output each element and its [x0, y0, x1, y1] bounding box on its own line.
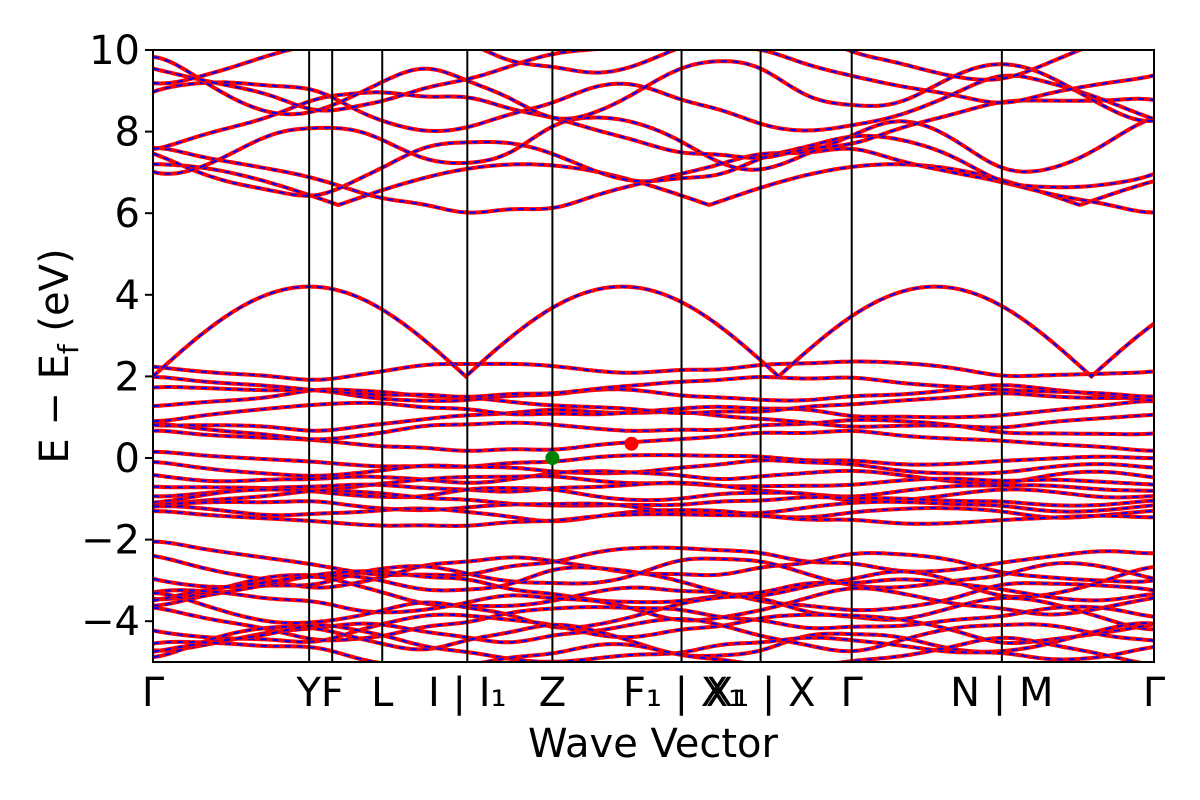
- band-line: [153, 488, 1154, 508]
- y-axis-label: E − Ef (eV): [32, 248, 85, 463]
- band-edge-markers: [545, 436, 639, 465]
- x-tick-label: L: [371, 670, 394, 716]
- band-line-dashed: [153, 146, 1154, 214]
- high-symmetry-lines: [308, 50, 1003, 662]
- plot-frame: [152, 49, 1155, 663]
- y-tick-label: 10: [89, 28, 140, 74]
- band-line-dashed: [153, 134, 1154, 197]
- x-tick-label: X₁ | X: [706, 670, 816, 716]
- band-line: [153, 509, 1154, 529]
- y-tick-label: 8: [115, 110, 140, 156]
- y-axis-label-tail: (eV): [32, 248, 78, 344]
- band-line-dashed: [153, 622, 1154, 659]
- x-axis-label: Wave Vector: [528, 721, 779, 767]
- band-line: [153, 574, 1154, 613]
- y-axis-label-sub: f: [52, 343, 85, 354]
- band-line-dashed: [153, 91, 1154, 159]
- x-tick-label: I | I₁: [428, 670, 507, 716]
- y-axis-label-main: E − E: [32, 354, 78, 464]
- band-line: [153, 480, 1154, 499]
- band-line: [153, 284, 1154, 380]
- cbm-marker: [624, 436, 639, 451]
- band-line: [153, 374, 1154, 399]
- y-tick-label: 4: [115, 273, 140, 319]
- band-line: [153, 359, 1154, 382]
- y-axis-ticks: −4 −2 0 2 4 6 8 10: [81, 28, 153, 645]
- vbm-marker: [545, 451, 560, 465]
- band-line-dashed: [153, 540, 1154, 577]
- y-tick-label: 6: [115, 191, 140, 237]
- band-line-dashed: [153, 116, 1154, 175]
- x-tick-label: Γ: [1143, 670, 1166, 716]
- band-line-dashed: [153, 587, 1154, 622]
- x-tick-label: Z: [539, 670, 566, 716]
- band-line: [153, 504, 1154, 524]
- x-tick-label: Γ: [841, 670, 864, 716]
- x-tick-label: N | M: [950, 670, 1053, 716]
- y-tick-label: 2: [115, 354, 140, 400]
- x-tick-label: F₁ | X₁: [623, 670, 744, 716]
- band-line-dashed: [153, 592, 1154, 631]
- band-line-dashed: [153, 624, 1154, 662]
- band-line-dashed: [153, 50, 1083, 85]
- y-tick-label: −2: [81, 518, 140, 564]
- y-tick-label: −4: [81, 599, 140, 645]
- band-line-dashed: [153, 557, 1154, 589]
- band-line-dashed: [153, 636, 1142, 662]
- y-tick-label: 0: [115, 436, 140, 482]
- band-line-dashed: [153, 50, 1154, 112]
- band-line: [153, 449, 1154, 469]
- band-line: [153, 458, 1154, 478]
- band-line-dashed: [153, 575, 1154, 612]
- band-lines: [153, 50, 1154, 662]
- band-line-dashed: [153, 285, 1154, 378]
- x-tick-label: YF: [295, 670, 343, 716]
- x-tick-label: Γ: [142, 670, 165, 716]
- band-line: [153, 417, 1154, 442]
